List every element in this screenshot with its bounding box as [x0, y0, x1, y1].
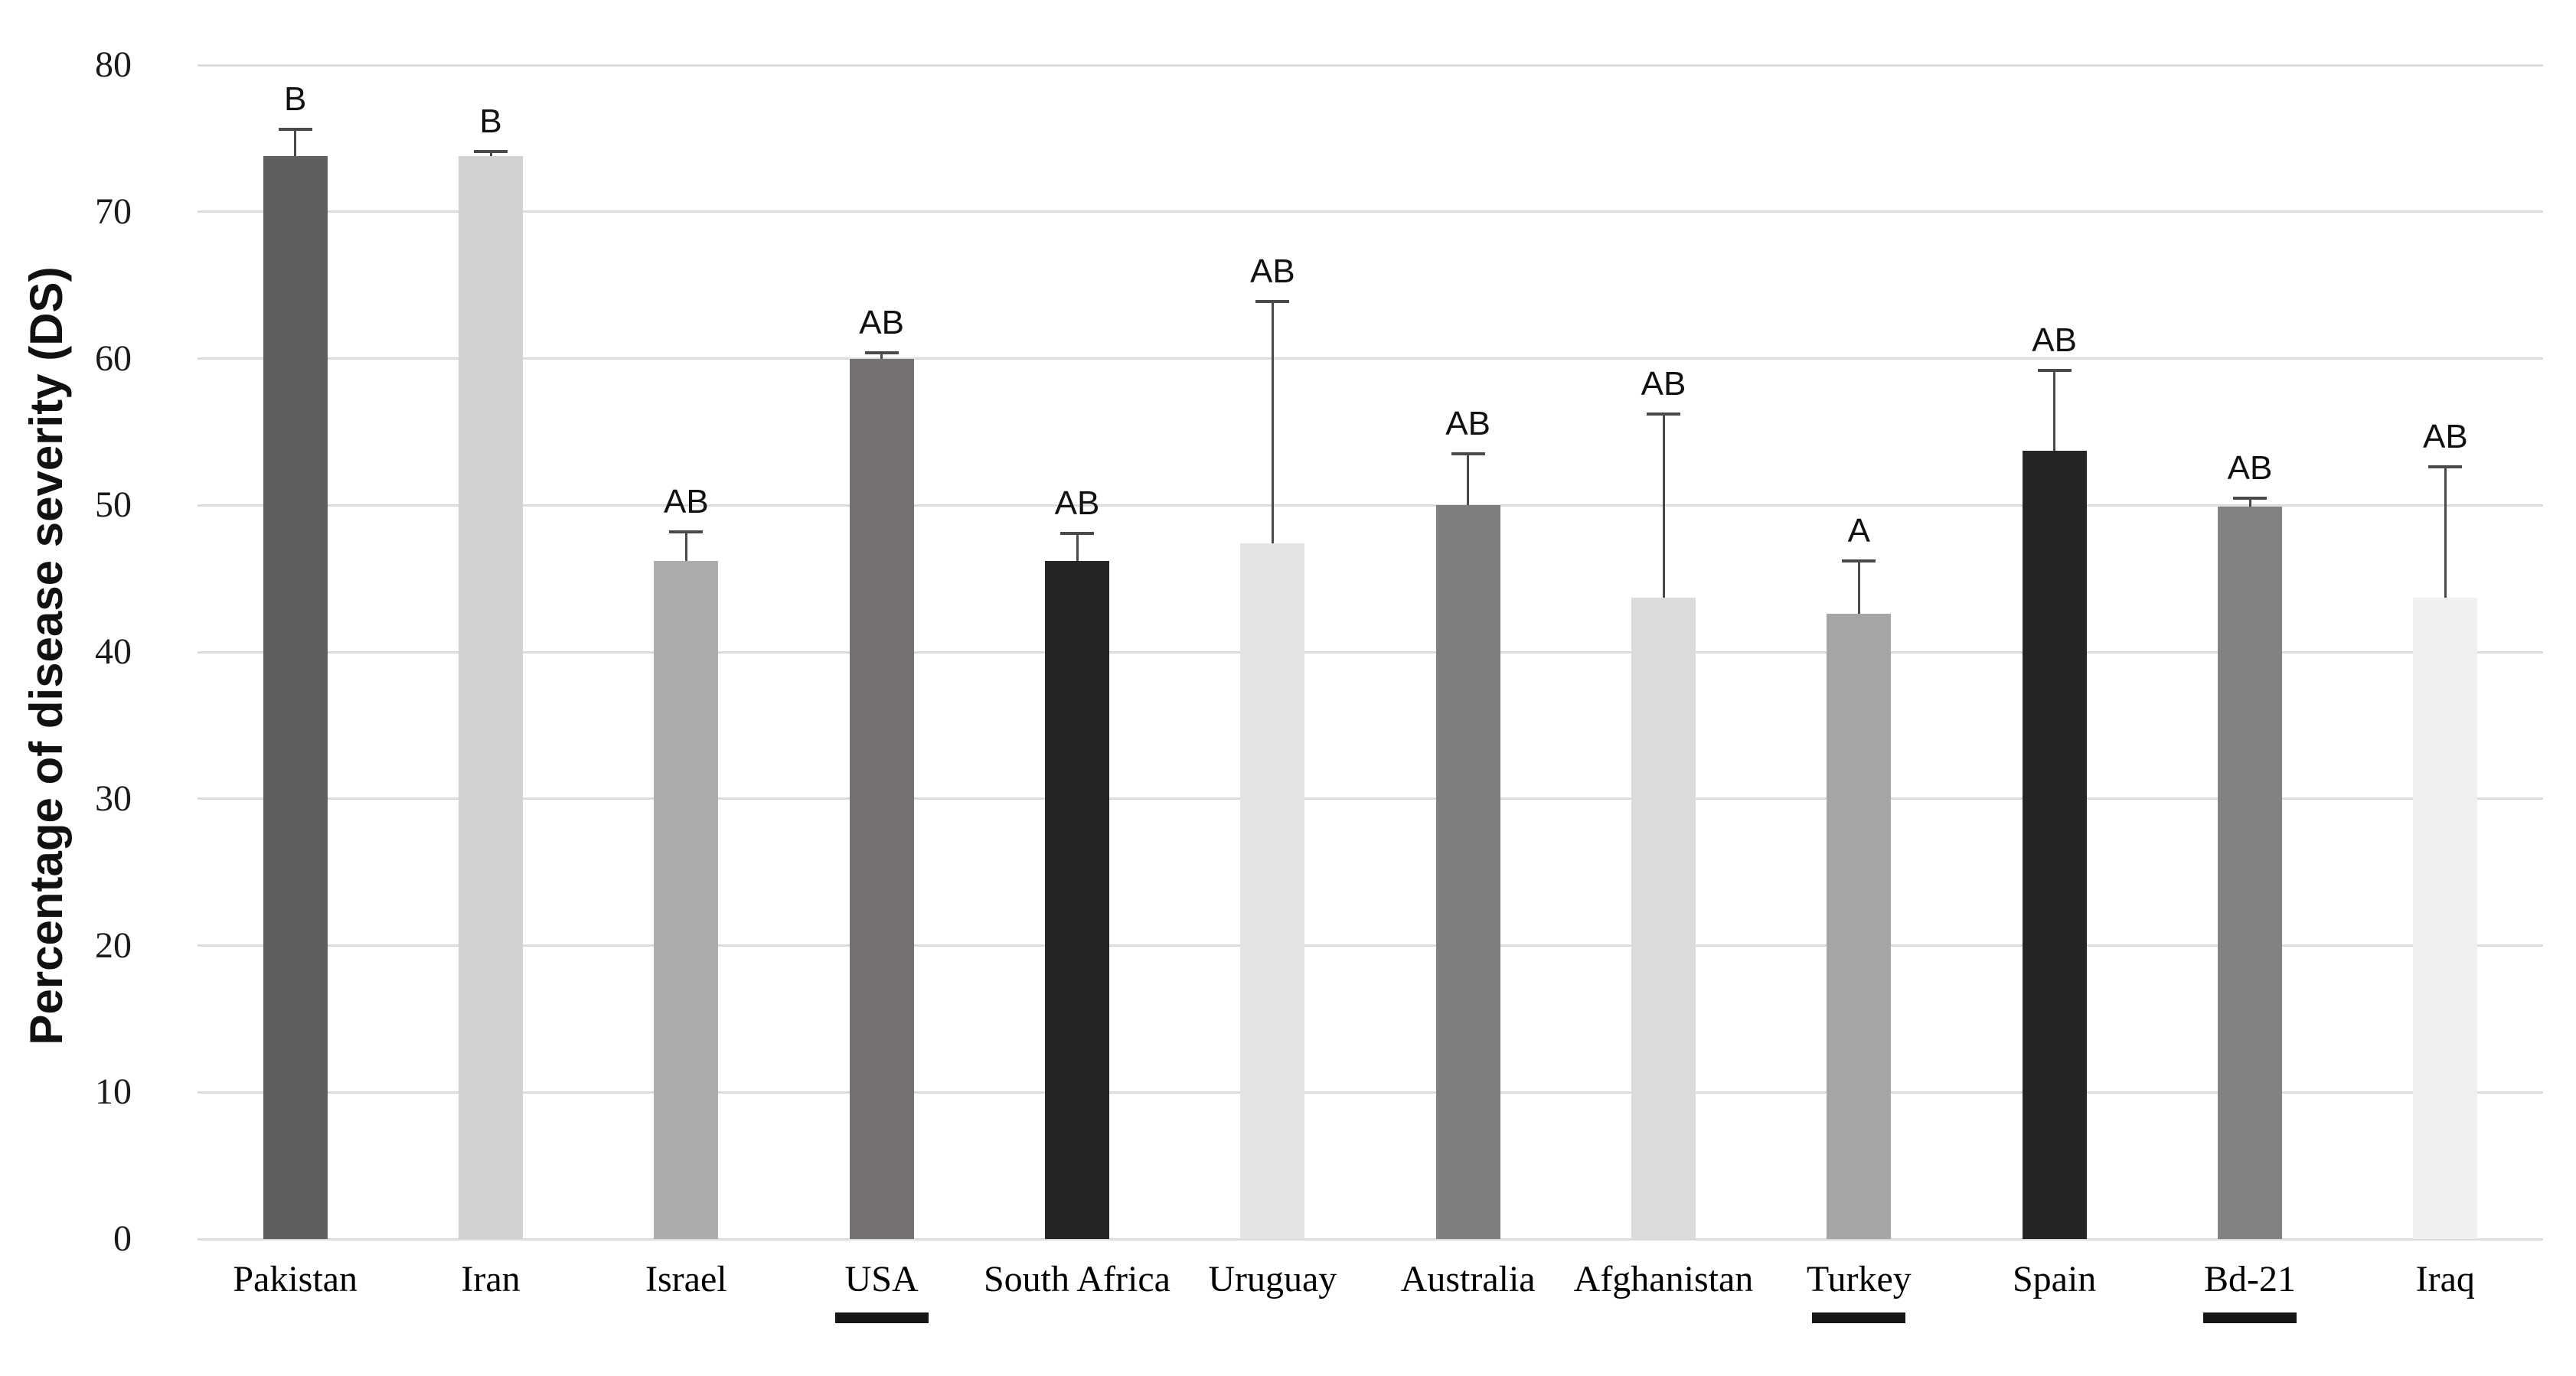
- bar-south-africa: [1045, 561, 1109, 1239]
- y-tick-label: 30: [95, 778, 132, 819]
- error-bar-cap: [1060, 531, 1094, 535]
- gridline: [198, 944, 2543, 947]
- x-category-cell: Australia: [1370, 1259, 1566, 1323]
- bar-usa: [849, 358, 914, 1239]
- significance-label: A: [1847, 512, 1870, 550]
- y-tick-label: 20: [95, 924, 132, 966]
- error-bar: [2053, 370, 2056, 452]
- error-bar-cap: [669, 530, 704, 533]
- y-tick-label: 50: [95, 484, 132, 526]
- x-category-cell: Uruguay: [1175, 1259, 1370, 1323]
- x-category-label: Afghanistan: [1573, 1259, 1754, 1299]
- significance-label: AB: [1054, 484, 1100, 522]
- error-bar-cap: [1647, 412, 1680, 416]
- x-category-label: Bd-21: [2203, 1259, 2296, 1299]
- x-axis-labels: Pakistan Iran Israel USA South Africa Uruguay…: [198, 1259, 2543, 1323]
- underline-mark: [834, 1312, 929, 1323]
- significance-label: AB: [2227, 448, 2273, 487]
- significance-label: AB: [1249, 252, 1295, 290]
- significance-label: AB: [1445, 405, 1490, 443]
- y-tick-label: 80: [95, 44, 132, 85]
- underline-mark: [2202, 1312, 2297, 1323]
- x-category-label: Iran: [461, 1259, 521, 1299]
- x-category-cell: Iran: [393, 1259, 588, 1323]
- x-category-label: Spain: [2012, 1259, 2097, 1299]
- error-bar: [1467, 454, 1470, 506]
- y-tick-label: 70: [95, 191, 132, 232]
- bar-spain: [2022, 451, 2087, 1239]
- y-tick-label: 0: [113, 1218, 132, 1259]
- error-bar: [1662, 414, 1665, 598]
- x-category-cell: Turkey: [1761, 1259, 1957, 1323]
- x-category-cell: Bd-21: [2152, 1259, 2347, 1323]
- error-bar-cap: [1451, 452, 1485, 456]
- bar-pakistan: [263, 155, 328, 1239]
- error-bar: [1857, 561, 1860, 615]
- bar-bd-21: [2218, 507, 2282, 1239]
- x-category-label: USA: [844, 1259, 919, 1299]
- significance-label: B: [479, 103, 502, 141]
- gridline: [198, 210, 2543, 214]
- error-bar-cap: [1255, 299, 1290, 303]
- significance-label: AB: [2422, 418, 2468, 456]
- error-bar-cap: [1842, 559, 1876, 563]
- x-category-cell: USA: [784, 1259, 979, 1323]
- x-category-label: Turkey: [1806, 1259, 1912, 1299]
- bar-afghanistan: [1631, 598, 1696, 1239]
- x-category-label: Israel: [645, 1259, 727, 1299]
- gridline: [198, 651, 2543, 654]
- x-category-label: Australia: [1400, 1259, 1536, 1299]
- bar-turkey: [1827, 614, 1892, 1239]
- bar-australia: [1435, 505, 1500, 1239]
- gridline: [198, 1091, 2543, 1094]
- x-category-cell: Spain: [1957, 1259, 2152, 1323]
- gridline: [198, 504, 2543, 507]
- error-bar: [489, 152, 492, 156]
- x-category-cell: Iraq: [2348, 1259, 2543, 1323]
- x-category-label: Pakistan: [233, 1259, 358, 1299]
- error-bar-cap: [2428, 465, 2463, 469]
- error-bar-cap: [2233, 496, 2267, 500]
- error-bar: [880, 352, 883, 359]
- plot-area: 0 10 20 30 40 50 60 70 80 B B AB AB AB AB AB AB A AB AB AB: [95, 44, 2543, 1259]
- gridline: [198, 797, 2543, 800]
- y-tick-label: 40: [95, 631, 132, 672]
- error-bar-cap: [474, 150, 508, 154]
- error-bar: [684, 531, 687, 562]
- gridline: [198, 1237, 2543, 1241]
- bar-uruguay: [1240, 543, 1305, 1239]
- significance-label: AB: [1641, 365, 1686, 403]
- significance-label: AB: [2032, 321, 2077, 359]
- significance-label: B: [283, 80, 307, 119]
- underline-mark: [1812, 1312, 1906, 1323]
- error-bar: [1076, 533, 1079, 562]
- gridline: [198, 357, 2543, 360]
- x-category-cell: South Africa: [979, 1259, 1174, 1323]
- x-category-label: Iraq: [2415, 1259, 2475, 1299]
- error-bar: [1271, 301, 1274, 544]
- x-category-label: South Africa: [983, 1259, 1170, 1299]
- error-bar-cap: [2037, 368, 2072, 372]
- bar-iraq: [2413, 598, 2478, 1239]
- bar-israel: [654, 561, 719, 1239]
- error-bar: [2444, 467, 2447, 598]
- x-category-cell: Israel: [589, 1259, 784, 1323]
- error-bar: [2248, 497, 2251, 507]
- bar-iran: [459, 155, 523, 1239]
- significance-label: AB: [859, 303, 904, 341]
- gridline: [198, 64, 2543, 67]
- y-tick-label: 60: [95, 337, 132, 379]
- significance-label: AB: [663, 482, 709, 520]
- y-tick-label: 10: [95, 1071, 132, 1113]
- x-category-label: Uruguay: [1208, 1259, 1337, 1299]
- error-bar: [294, 129, 297, 156]
- error-bar-cap: [864, 351, 899, 354]
- x-category-cell: Afghanistan: [1566, 1259, 1761, 1323]
- x-category-cell: Pakistan: [198, 1259, 393, 1323]
- error-bar-cap: [278, 128, 312, 132]
